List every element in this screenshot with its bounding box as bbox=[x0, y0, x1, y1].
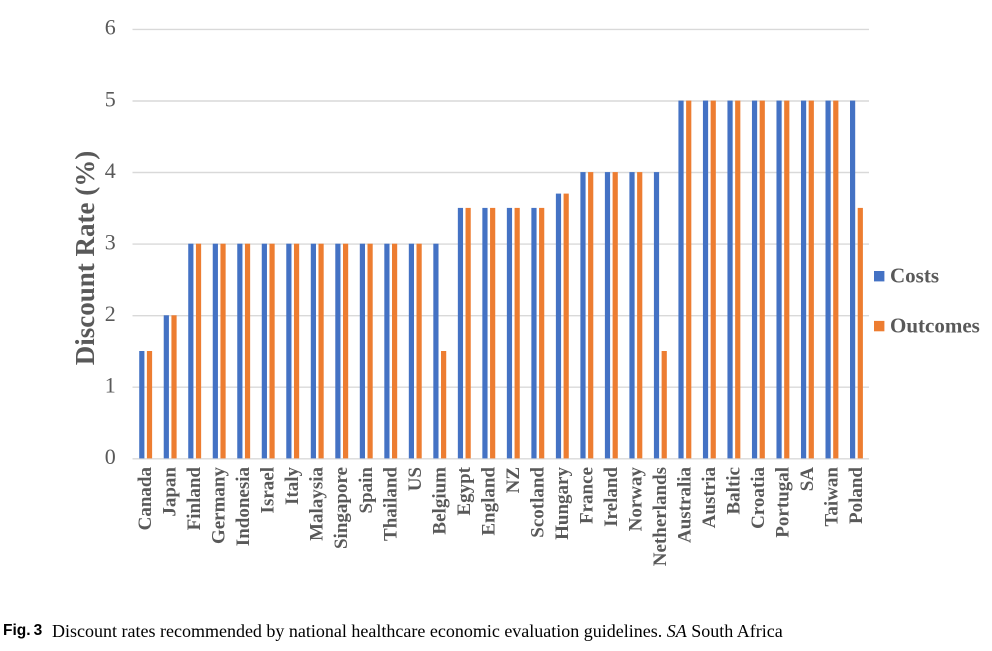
svg-text:Scotland: Scotland bbox=[527, 467, 548, 538]
svg-text:2: 2 bbox=[105, 301, 116, 326]
svg-text:Baltic: Baltic bbox=[723, 467, 744, 515]
svg-text:Taiwan: Taiwan bbox=[821, 467, 842, 527]
svg-text:Portugal: Portugal bbox=[772, 467, 793, 538]
svg-text:Australia: Australia bbox=[674, 467, 695, 544]
svg-text:Japan: Japan bbox=[160, 467, 181, 517]
svg-text:0: 0 bbox=[105, 444, 116, 469]
svg-text:Malaysia: Malaysia bbox=[307, 467, 328, 541]
svg-text:SA: SA bbox=[797, 467, 818, 492]
svg-text:England: England bbox=[478, 467, 499, 536]
svg-text:Egypt: Egypt bbox=[454, 466, 475, 515]
svg-text:6: 6 bbox=[105, 15, 116, 40]
svg-text:4: 4 bbox=[105, 158, 116, 183]
svg-text:NZ: NZ bbox=[503, 467, 524, 493]
svg-text:Outcomes: Outcomes bbox=[890, 314, 980, 338]
svg-text:Belgium: Belgium bbox=[429, 467, 450, 535]
svg-text:Singapore: Singapore bbox=[331, 467, 352, 549]
svg-text:US: US bbox=[405, 467, 426, 491]
svg-text:Poland: Poland bbox=[846, 467, 867, 524]
svg-text:France: France bbox=[576, 467, 597, 524]
svg-text:Canada: Canada bbox=[135, 467, 156, 531]
svg-text:Germany: Germany bbox=[209, 467, 230, 545]
svg-text:Croatia: Croatia bbox=[748, 467, 769, 529]
svg-text:Indonesia: Indonesia bbox=[233, 467, 254, 547]
svg-text:Discount Rate (%): Discount Rate (%) bbox=[70, 151, 100, 365]
svg-text:Israel: Israel bbox=[258, 467, 279, 513]
svg-text:5: 5 bbox=[105, 86, 116, 111]
svg-text:3: 3 bbox=[105, 229, 116, 254]
svg-text:Finland: Finland bbox=[184, 467, 205, 531]
svg-text:1: 1 bbox=[105, 373, 116, 398]
svg-text:Thailand: Thailand bbox=[380, 467, 401, 541]
svg-text:Costs: Costs bbox=[890, 264, 939, 288]
svg-text:Netherlands: Netherlands bbox=[650, 467, 671, 566]
svg-text:Austria: Austria bbox=[699, 467, 720, 529]
svg-text:Hungary: Hungary bbox=[552, 467, 573, 540]
svg-text:Ireland: Ireland bbox=[601, 467, 622, 527]
svg-text:Spain: Spain bbox=[356, 467, 377, 514]
svg-text:Norway: Norway bbox=[625, 467, 646, 532]
svg-text:Italy: Italy bbox=[282, 467, 303, 506]
